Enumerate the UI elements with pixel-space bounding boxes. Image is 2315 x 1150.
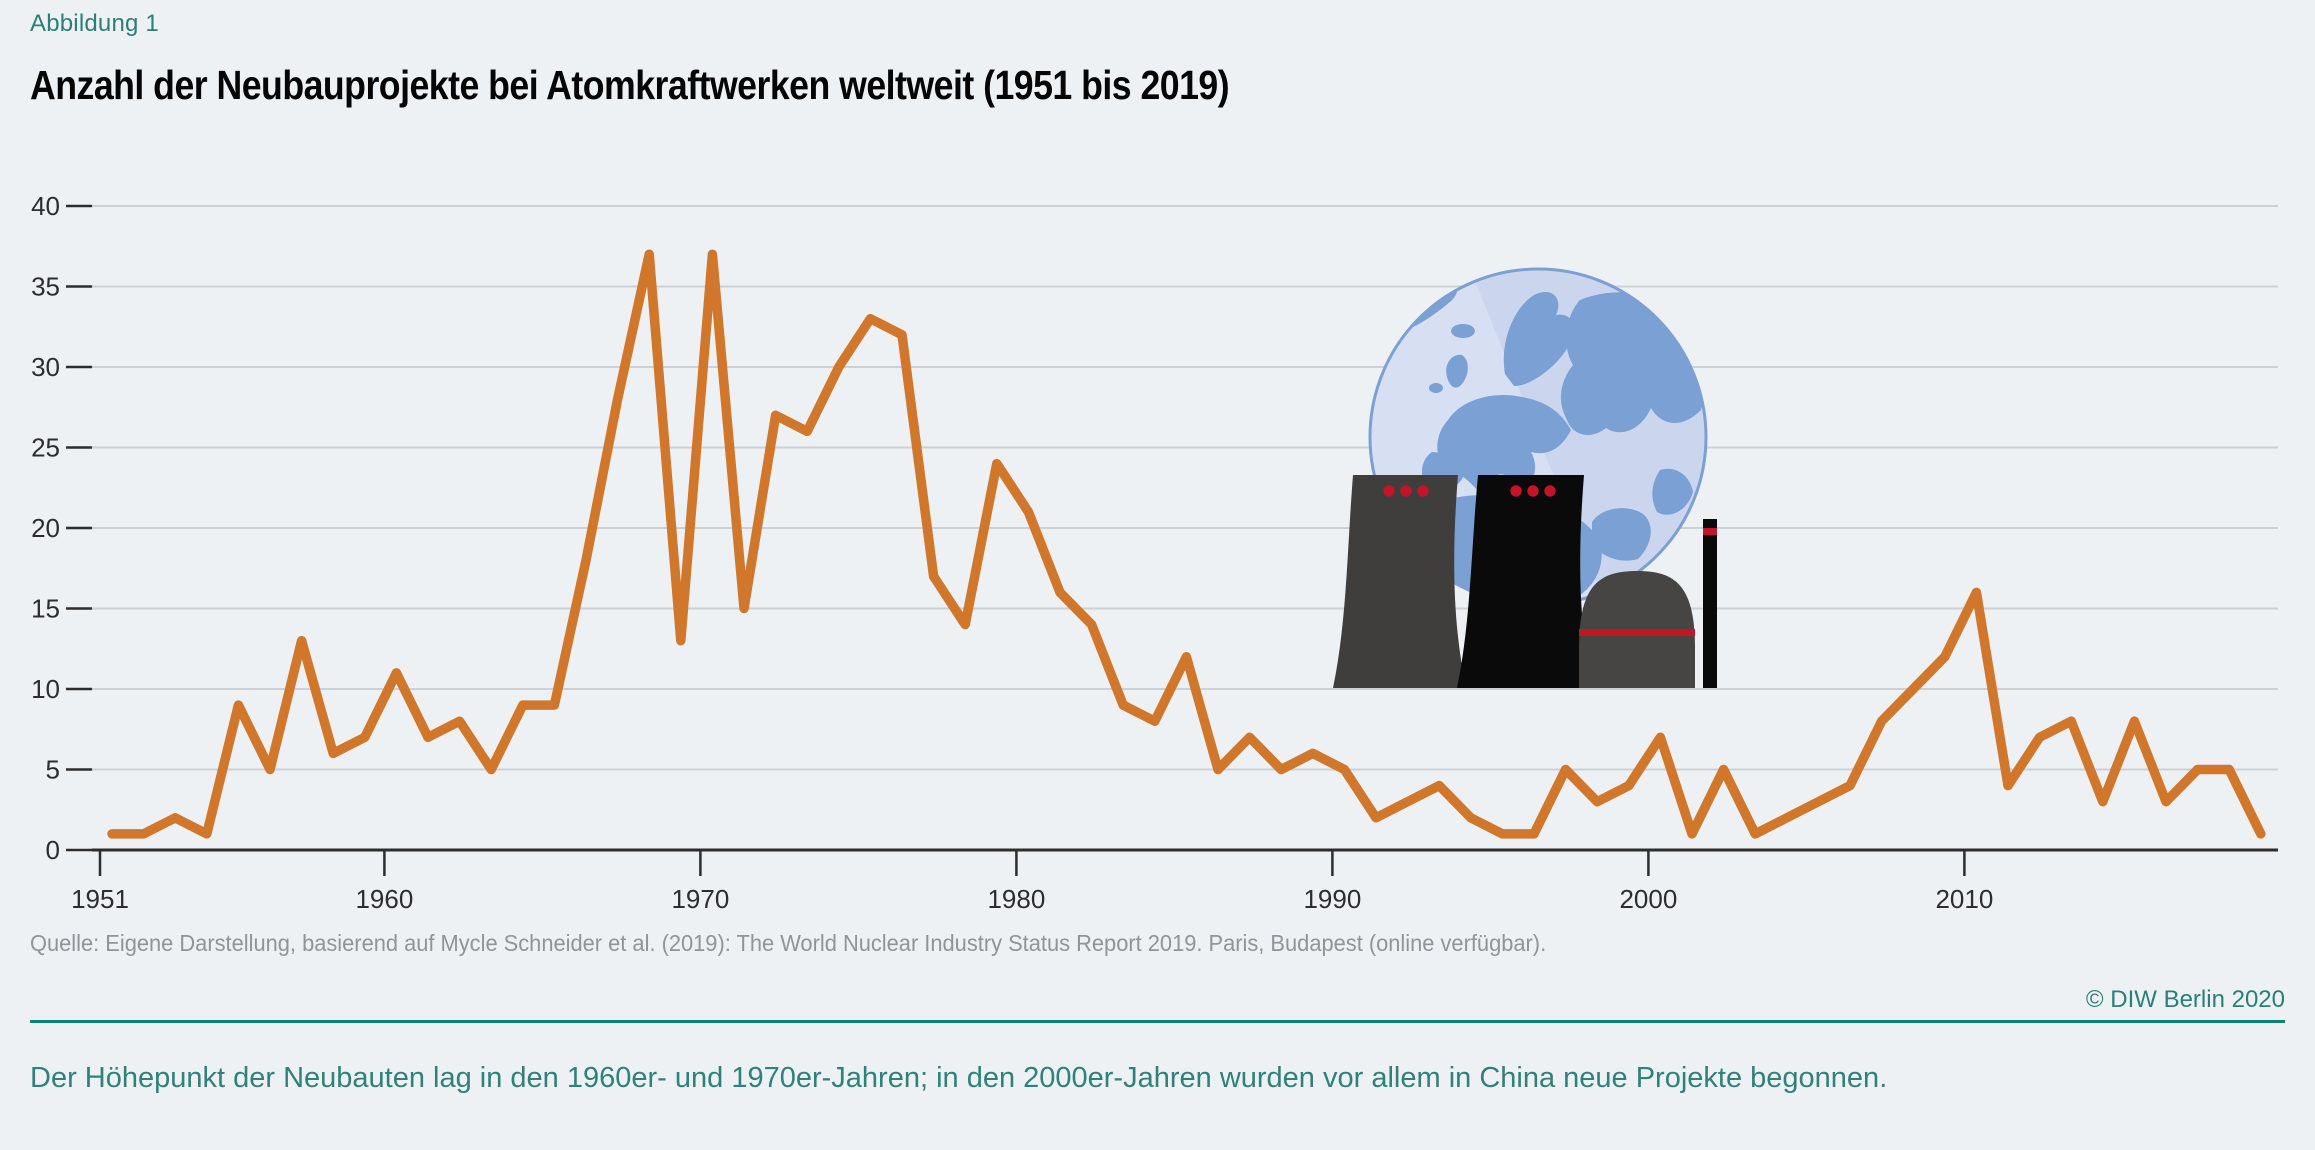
copyright-note: © DIW Berlin 2020 xyxy=(2085,986,2285,1013)
y-tick-label: 35 xyxy=(31,272,60,302)
x-tick-label: 1970 xyxy=(671,884,729,914)
cooling-tower-left-icon xyxy=(1333,475,1466,688)
x-axis: 1951 1960 1970 1980 1990 2000 2010 xyxy=(71,850,1993,914)
reactor-dome-icon xyxy=(1579,571,1695,688)
page-title: Anzahl der Neubauprojekte bei Atomkraftw… xyxy=(30,62,1230,108)
y-gridlines: 0 5 10 15 20 25 30 35 40 xyxy=(31,191,2278,865)
globe-black-sea xyxy=(1563,441,1591,457)
chimney-icon xyxy=(1703,519,1717,688)
y-tick-label: 5 xyxy=(46,755,60,785)
dome-red-stripe xyxy=(1579,629,1695,636)
data-line xyxy=(107,249,2266,839)
y-tick-label: 25 xyxy=(31,433,60,463)
x-tick-label: 2010 xyxy=(1935,884,1993,914)
figure-number-label: Abbildung 1 xyxy=(30,10,159,37)
y-tick-label: 40 xyxy=(31,191,60,221)
x-tick-label: 2000 xyxy=(1619,884,1677,914)
y-tick-label: 10 xyxy=(31,674,60,704)
caption-text: Der Höhepunkt der Neubauten lag in den 1… xyxy=(30,1062,1888,1094)
cooling-tower-right-icon xyxy=(1457,475,1592,688)
y-tick-label: 15 xyxy=(31,594,60,624)
y-tick-label: 30 xyxy=(31,352,60,382)
x-tick-label: 1960 xyxy=(355,884,413,914)
tower-warning-lights xyxy=(1383,485,1429,497)
chimney-red-band xyxy=(1703,528,1717,535)
y-tick-label: 0 xyxy=(46,835,60,865)
tower-warning-lights xyxy=(1510,485,1556,497)
divider-rule xyxy=(30,1020,2285,1023)
x-tick-label: 1990 xyxy=(1303,884,1361,914)
y-tick-label: 20 xyxy=(31,513,60,543)
globe-caspian-sea xyxy=(1603,437,1623,469)
x-tick-label: 1951 xyxy=(71,884,129,914)
source-note: Quelle: Eigene Darstellung, basierend au… xyxy=(30,930,1547,956)
nuclear-plant-illustration xyxy=(1333,267,1717,688)
x-tick-label: 1980 xyxy=(987,884,1045,914)
